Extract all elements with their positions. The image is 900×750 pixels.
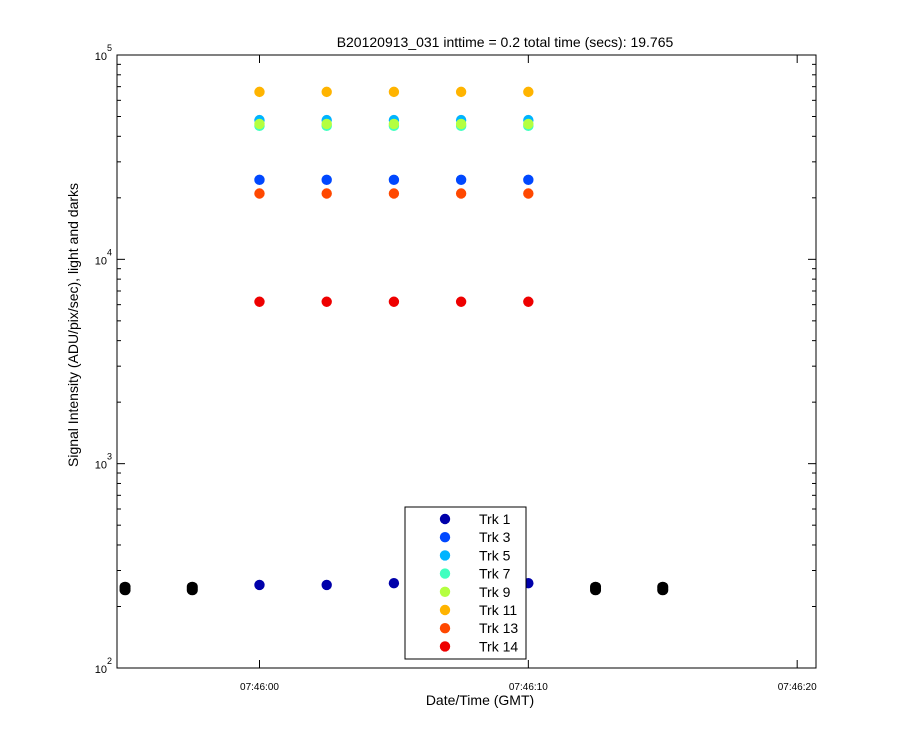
legend-box [404, 506, 527, 660]
legend-label: Trk 9 [479, 584, 511, 600]
y-tick-label: 10 [95, 255, 107, 267]
dark-point [186, 583, 198, 594]
x-tick-label: 07:46:00 [240, 682, 279, 693]
y-tick-label: 10 [95, 51, 107, 63]
point-trk-11 [254, 86, 265, 98]
point-trk-14 [388, 296, 400, 307]
point-trk-11 [321, 86, 332, 98]
point-trk-3 [455, 174, 467, 186]
point-trk-14 [523, 296, 534, 307]
legend-marker [439, 623, 451, 634]
legend: Trk 1 Trk 3 Trk 5 Trk 7 Trk 9 Trk 11 Trk 13 Trk… [404, 506, 527, 660]
point-trk-14 [254, 296, 265, 307]
legend-label: Trk 14 [479, 638, 518, 654]
point-trk-11 [388, 86, 400, 98]
point-trk-13 [388, 188, 400, 199]
point-trk-14 [321, 296, 332, 307]
point-trk-1 [254, 579, 265, 591]
point-trk-9 [455, 118, 467, 130]
point-trk-14 [455, 296, 467, 307]
dark-point [590, 583, 602, 594]
point-trk-13 [254, 188, 265, 199]
point-trk-13 [321, 188, 332, 199]
legend-marker [439, 513, 451, 525]
point-trk-11 [455, 86, 467, 98]
legend-label: Trk 3 [479, 529, 511, 545]
point-trk-1 [321, 579, 332, 591]
point-trk-1 [388, 578, 400, 589]
legend-marker [439, 641, 451, 652]
y-tick-exponent: 4 [107, 247, 112, 257]
legend-marker [439, 604, 451, 616]
y-axis-label: Signal Intensity (ADU/pix/sec), light an… [65, 183, 81, 467]
y-tick-exponent: 2 [107, 656, 112, 666]
y-tick-exponent: 3 [107, 452, 112, 462]
point-trk-9 [388, 118, 400, 130]
point-trk-9 [321, 118, 332, 130]
x-axis: 07:46:00 07:46:10 07:46:20 [240, 55, 817, 693]
point-trk-3 [254, 174, 265, 186]
point-trk-3 [523, 174, 534, 186]
x-axis-label: Date/Time (GMT) [426, 692, 534, 708]
x-tick-label: 07:46:20 [778, 682, 817, 693]
legend-label: Trk 5 [479, 547, 511, 563]
legend-marker [439, 532, 451, 543]
point-trk-11 [523, 86, 534, 98]
legend-label: Trk 11 [479, 602, 517, 618]
legend-marker [439, 568, 451, 579]
point-trk-3 [388, 174, 400, 186]
dark-point [657, 583, 669, 594]
dark-point [119, 583, 131, 594]
legend-marker [439, 550, 451, 561]
point-trk-9 [254, 118, 265, 130]
chart-title: B20120913_031 inttime = 0.2 total time (… [337, 34, 674, 50]
legend-label: Trk 13 [479, 620, 518, 636]
point-trk-3 [321, 174, 332, 186]
legend-label: Trk 1 [479, 511, 511, 527]
legend-marker [439, 586, 451, 597]
y-tick-exponent: 5 [107, 43, 112, 53]
legend-label: Trk 7 [479, 566, 511, 582]
point-trk-13 [455, 188, 467, 199]
point-trk-13 [523, 188, 534, 199]
point-trk-9 [523, 118, 534, 130]
y-tick-label: 10 [95, 664, 107, 676]
x-tick-label: 07:46:10 [509, 682, 548, 693]
y-tick-label: 10 [95, 460, 107, 472]
